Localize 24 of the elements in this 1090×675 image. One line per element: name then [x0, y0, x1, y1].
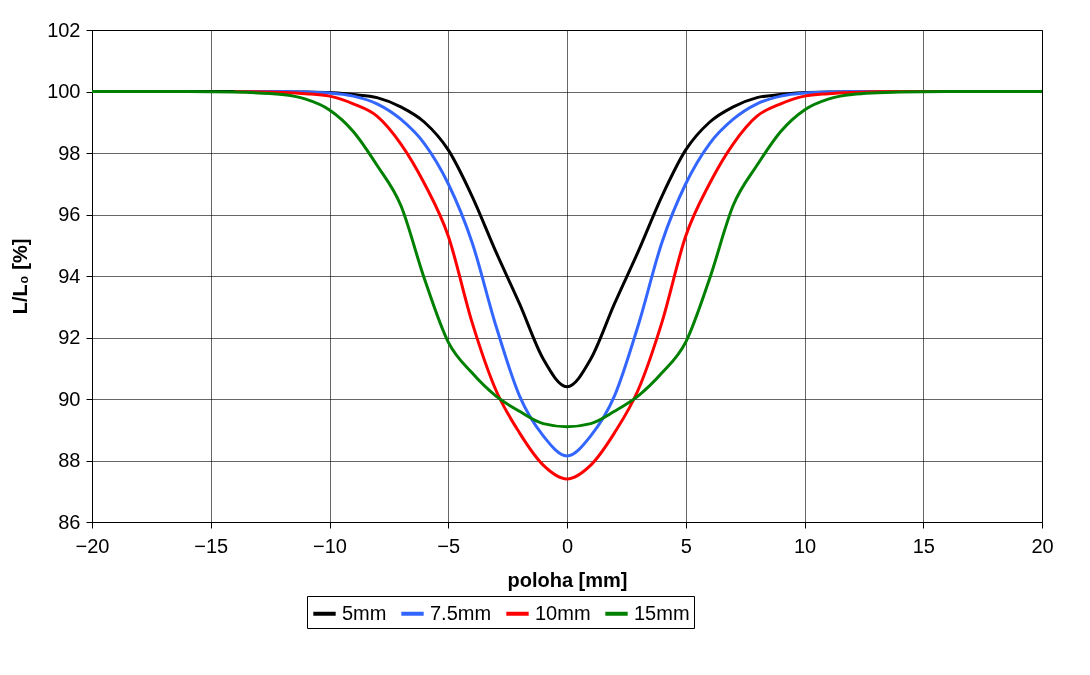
legend-label: 15mm — [634, 601, 690, 624]
x-tick-label: −15 — [194, 534, 229, 557]
y-tick-label: 90 — [58, 387, 81, 410]
y-tick-label: 100 — [47, 80, 81, 102]
legend-label: 7.5mm — [430, 601, 492, 624]
x-tick-label: 0 — [561, 534, 574, 557]
y-tick-label: 92 — [58, 326, 81, 348]
y-tick-label: 102 — [47, 18, 81, 41]
y-tick-label: 88 — [58, 449, 81, 471]
x-tick-label: −20 — [75, 534, 110, 557]
x-tick-label: −10 — [313, 534, 347, 557]
x-tick-label: 15 — [912, 534, 935, 557]
x-tick-label: −5 — [437, 534, 461, 557]
legend-label: 5mm — [342, 601, 387, 624]
legend-label: 10mm — [535, 601, 591, 624]
y-tick-label: 96 — [58, 203, 81, 225]
x-tick-label: 10 — [793, 534, 817, 557]
y-tick-label: 86 — [58, 510, 81, 533]
x-tick-label: 5 — [680, 534, 692, 557]
y-tick-label: 98 — [58, 141, 81, 164]
y-tick-label: 94 — [58, 264, 81, 287]
y-axis-title: L/L₀ [%] — [9, 238, 32, 315]
x-tick-label: 20 — [1031, 534, 1054, 557]
x-axis-title: poloha [mm] — [507, 568, 628, 591]
